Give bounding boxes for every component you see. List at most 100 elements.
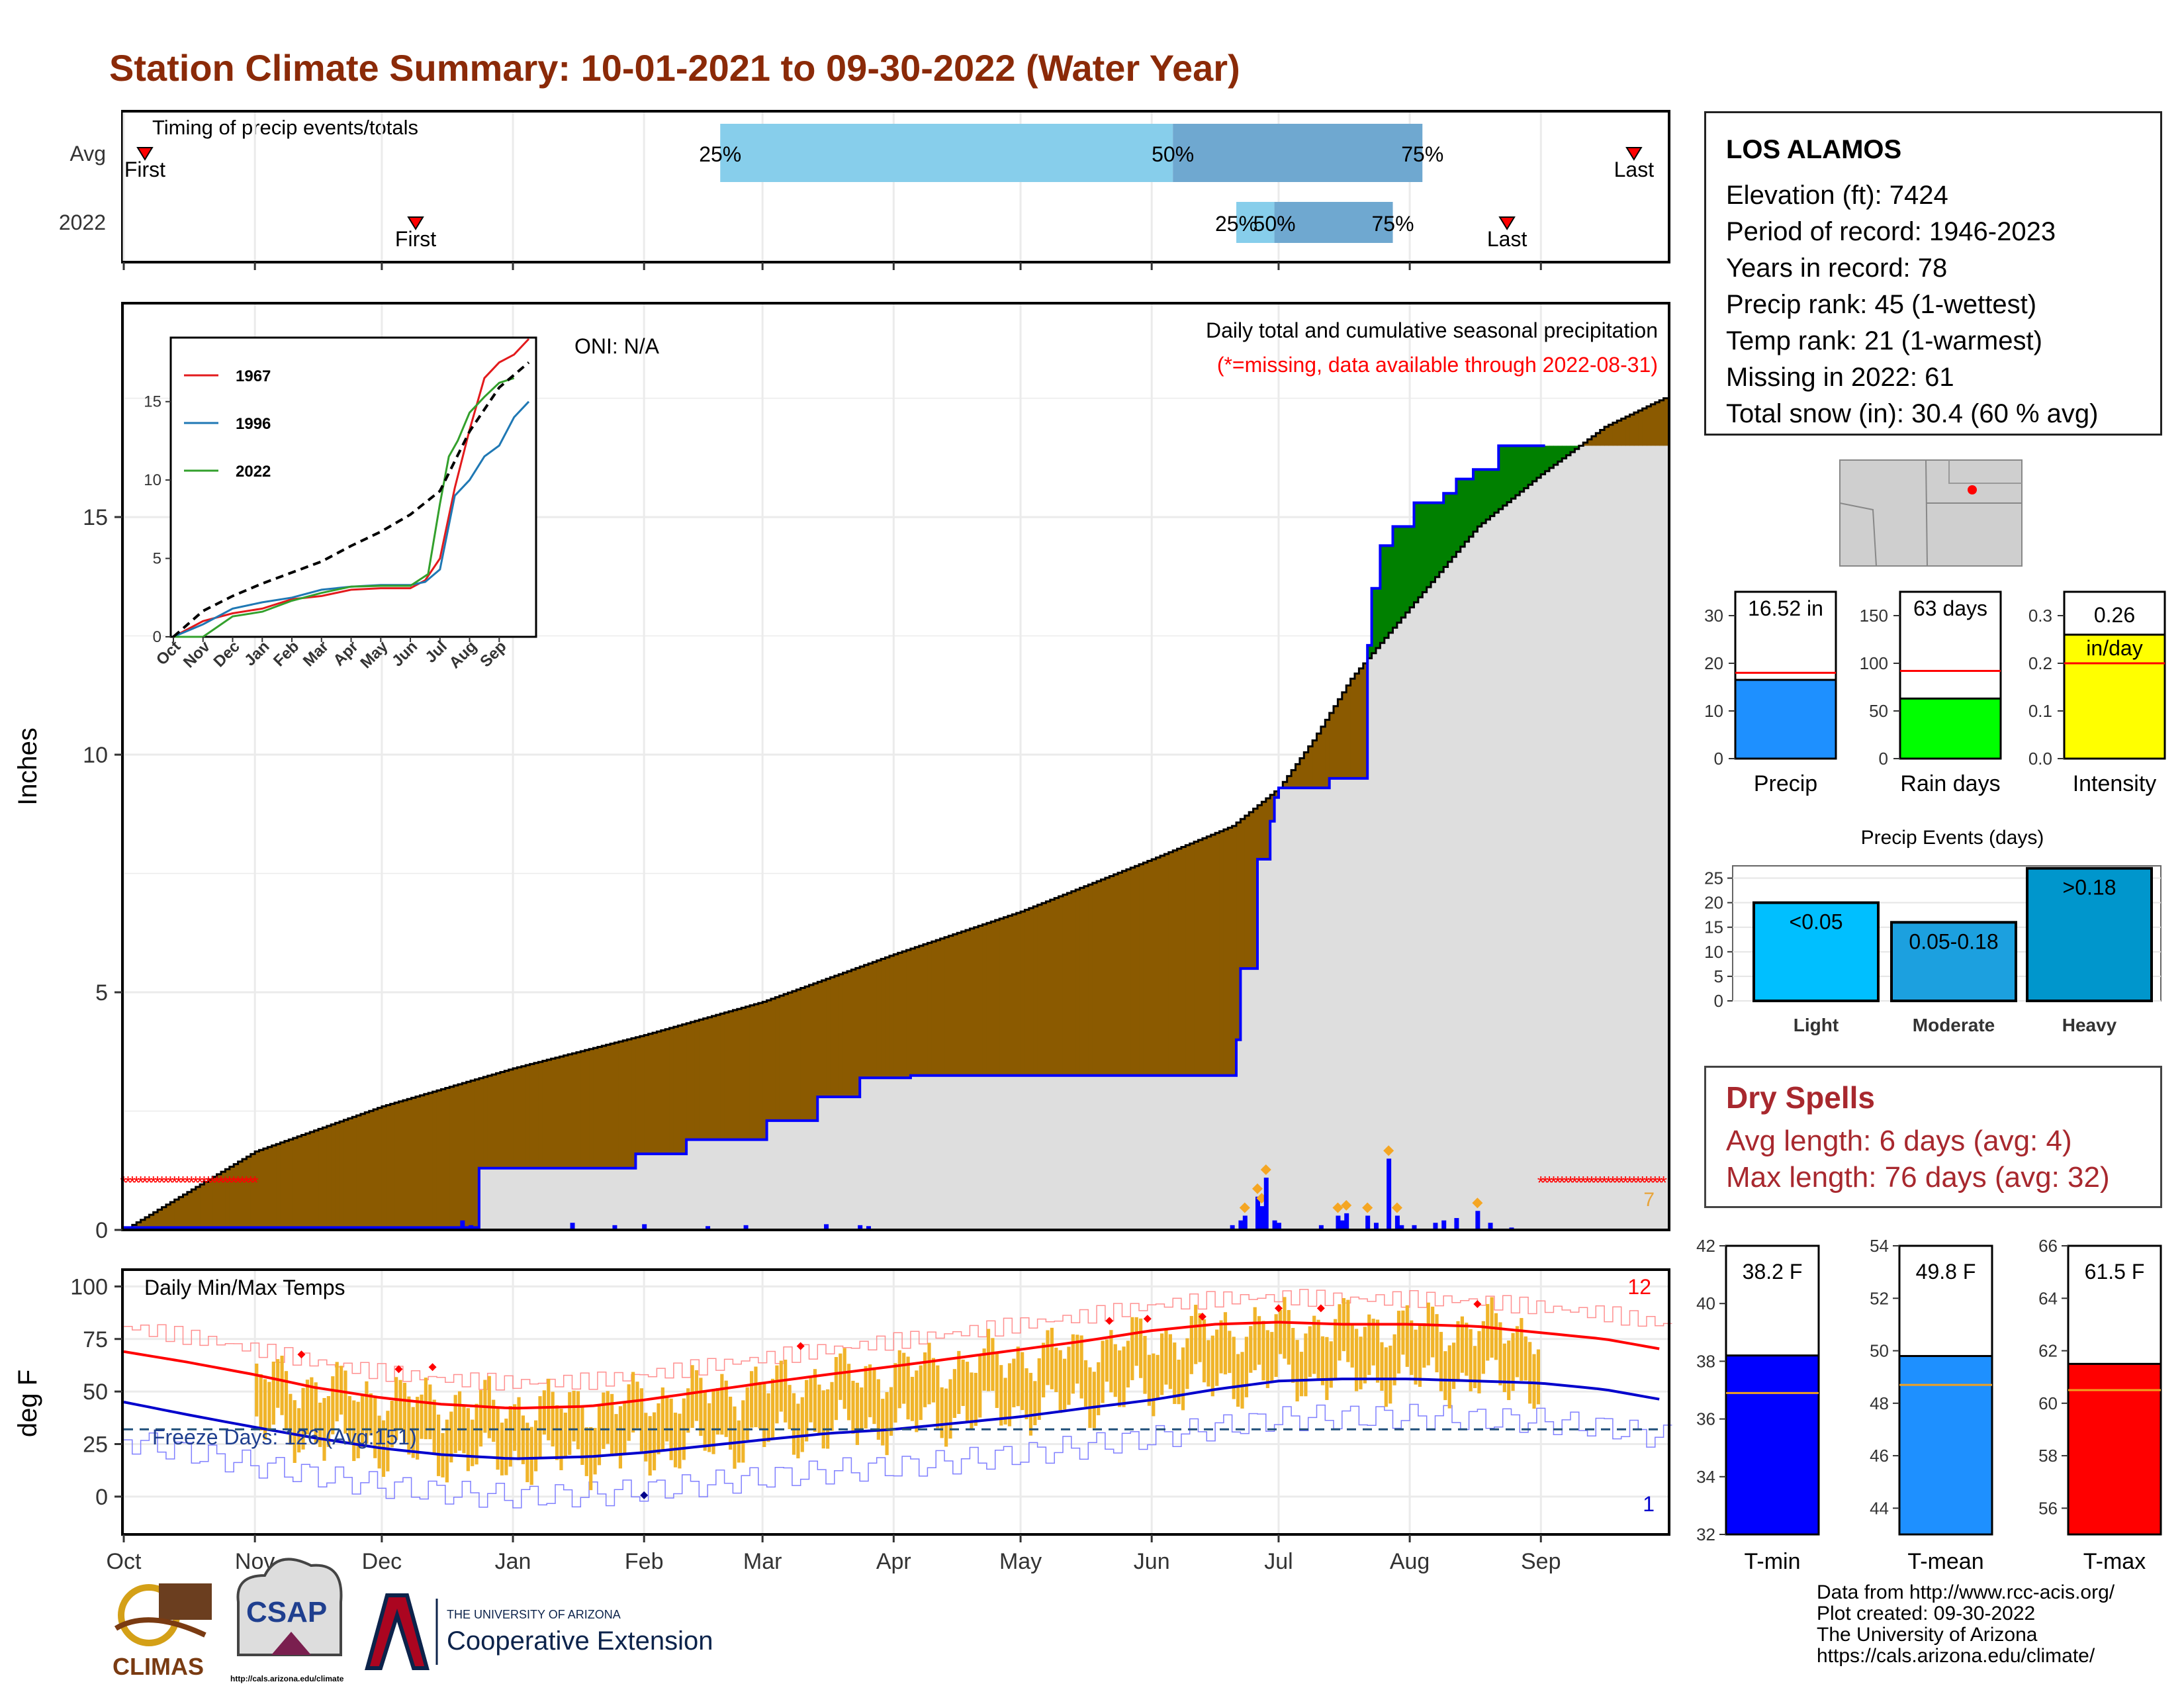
daily-temp-bar <box>369 1393 373 1436</box>
deficit-area <box>255 1151 260 1228</box>
missing-marker: * <box>171 1172 178 1193</box>
surplus-area <box>1520 445 1525 492</box>
daily-temp-bar <box>1515 1326 1520 1378</box>
record-high-marker <box>394 1365 403 1374</box>
deficit-area <box>775 997 780 1121</box>
deficit-area <box>1016 913 1021 1076</box>
station-info-box: LOS ALAMOS Elevation (ft): 7424 Period o… <box>1704 111 2162 436</box>
deficit-area <box>830 977 835 1097</box>
dry-spells-avg: Avg length: 6 days (avg: 4) <box>1726 1125 2072 1157</box>
daily-temp-bar <box>1092 1372 1096 1429</box>
temp-bar-ytick-label: 36 <box>1696 1409 1715 1429</box>
daily-temp-bar <box>365 1381 369 1444</box>
temp-bar-ytick-label: 46 <box>1870 1446 1889 1466</box>
dry-spells-title: Dry Spells <box>1726 1080 1875 1115</box>
missing-marker: * <box>1584 1172 1591 1193</box>
ua-logo: THE UNIVERSITY OF ARIZONA Cooperative Ex… <box>365 1593 713 1670</box>
deficit-area <box>770 998 776 1121</box>
timing-box-lower <box>1236 202 1275 243</box>
surplus-area <box>1477 469 1482 527</box>
timing-q75-label: 75% <box>1372 212 1414 236</box>
timing-q50-label: 50% <box>1253 212 1296 236</box>
deficit-area <box>1088 884 1093 1076</box>
deficit-area <box>284 1141 289 1228</box>
deficit-area <box>986 923 991 1076</box>
month-label: Jan <box>495 1549 531 1574</box>
deficit-area <box>1232 825 1237 1076</box>
deficit-area <box>758 1003 763 1140</box>
deficit-area <box>940 938 945 1076</box>
daily-precip-bar <box>1394 1215 1400 1230</box>
temp-ytick-label: 50 <box>83 1380 108 1405</box>
deficit-area <box>1312 740 1318 788</box>
deficit-area <box>1244 816 1250 969</box>
deficit-area <box>174 1199 179 1228</box>
daily-temp-bar <box>800 1397 804 1452</box>
surplus-area <box>1545 445 1550 471</box>
credit-line: https://cals.arizona.edu/climate/ <box>1817 1645 2095 1667</box>
deficit-area <box>1139 864 1144 1076</box>
daily-temp-bar <box>1071 1334 1075 1394</box>
daily-temp-bar <box>394 1377 398 1440</box>
temp-bar-value <box>2067 1362 2162 1536</box>
daily-temp-bar <box>927 1342 931 1405</box>
deficit-area <box>453 1085 459 1228</box>
deficit-area <box>559 1056 565 1168</box>
daily-temp-bar <box>1168 1334 1172 1389</box>
daily-temp-bar <box>542 1390 546 1435</box>
daily-temp-bar <box>445 1419 449 1483</box>
deficit-area <box>749 1005 754 1140</box>
daily-precip-marker <box>1332 1202 1343 1213</box>
deficit-area <box>314 1130 319 1228</box>
daily-temp-bar <box>699 1378 703 1436</box>
deficit-area <box>1147 861 1152 1076</box>
deficit-area <box>834 976 839 1097</box>
mini-bar-ytick-label: 0 <box>1714 749 1723 769</box>
deficit-area <box>1591 436 1596 446</box>
daily-temp-bar <box>864 1366 868 1429</box>
daily-temp-bar <box>652 1412 657 1471</box>
deficit-area <box>1118 872 1123 1076</box>
precip-panel: ******************************** ********… <box>13 302 1670 1243</box>
deficit-area <box>407 1099 412 1228</box>
inset-ytick-label: 15 <box>144 393 161 411</box>
daily-temp-bar <box>826 1389 830 1449</box>
missing-marker: * <box>1541 1172 1549 1193</box>
deficit-area <box>889 955 894 1078</box>
temp-bar-label: T-min <box>1745 1549 1801 1574</box>
deficit-area <box>800 988 805 1121</box>
daily-temp-bar <box>521 1415 525 1464</box>
deficit-area <box>229 1166 234 1228</box>
daily-temp-bar <box>1469 1329 1473 1391</box>
daily-precip-bar <box>743 1225 749 1230</box>
deficit-area <box>310 1131 315 1228</box>
daily-temp-bar <box>457 1391 462 1451</box>
temp-bar-ytick-label: 42 <box>1696 1236 1715 1256</box>
deficit-area <box>902 951 907 1078</box>
credit-line: The University of Arizona <box>1817 1624 2038 1646</box>
temp-bar-ytick-label: 44 <box>1870 1498 1889 1518</box>
daily-temp-bar <box>1291 1328 1295 1383</box>
missing-marker: * <box>146 1172 153 1193</box>
missing-marker: * <box>158 1172 165 1193</box>
daily-temp-bar <box>1189 1315 1193 1374</box>
temp-bar-ytick-label: 40 <box>1696 1293 1715 1313</box>
deficit-area <box>478 1078 484 1168</box>
deficit-area <box>1659 400 1664 446</box>
surplus-area <box>1536 445 1541 478</box>
deficit-area <box>597 1047 602 1168</box>
daily-temp-bar <box>373 1395 377 1458</box>
record-high-marker <box>1274 1304 1283 1313</box>
deficit-area <box>508 1069 514 1168</box>
surplus-area <box>1456 479 1461 552</box>
missing-marker: * <box>1647 1172 1655 1193</box>
daily-temp-bar <box>1232 1336 1236 1399</box>
deficit-area <box>352 1117 357 1228</box>
record-high-marker <box>1316 1304 1325 1313</box>
daily-temp-bar <box>851 1380 855 1434</box>
daily-precip-bar <box>1441 1220 1447 1230</box>
daily-temp-bar <box>420 1394 424 1439</box>
daily-precip-bar <box>1399 1225 1404 1230</box>
daily-temp-bar <box>614 1414 618 1456</box>
deficit-area <box>766 1000 772 1121</box>
